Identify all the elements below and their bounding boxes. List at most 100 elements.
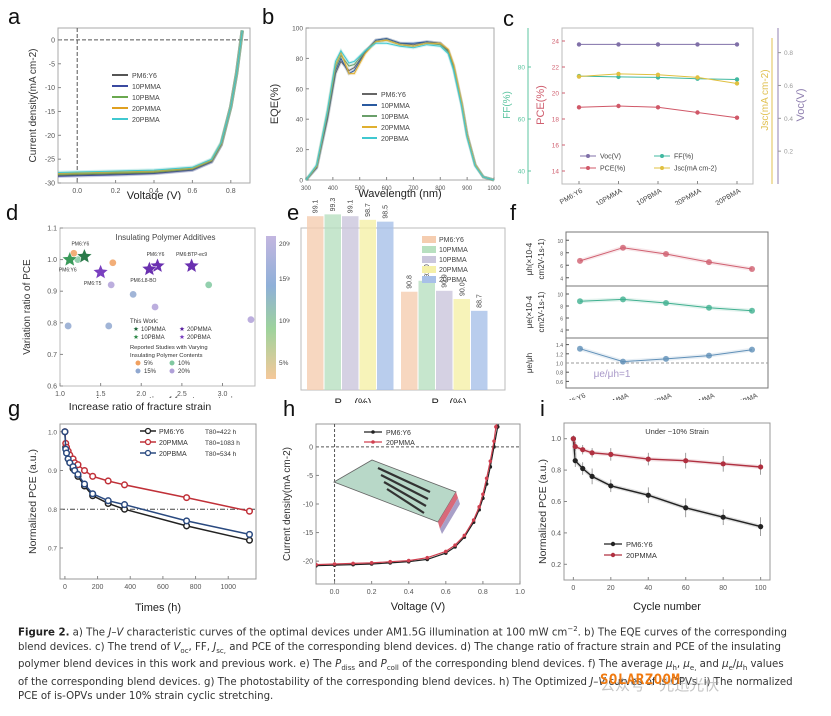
x-tick-label: 0.6 (441, 589, 451, 596)
bar-10PMMA (418, 280, 435, 390)
legend-marker (610, 541, 616, 547)
y-tick-label: 1.0 (48, 429, 57, 436)
y-tick-label: 0.7 (47, 352, 57, 359)
y-tick-label: 0.6 (551, 499, 561, 506)
bar-10PBMA (436, 290, 453, 390)
legend-label: PM6:Y6 (386, 430, 411, 437)
figure-number: Figure 2. (18, 627, 70, 639)
data-point (683, 505, 689, 511)
bar-PM6:Y6 (307, 216, 324, 390)
chart-title: Insulating Polymer Additives (115, 233, 215, 242)
data-point (484, 476, 489, 481)
panel-label-d: d (6, 200, 19, 225)
x-tick-label: 800 (435, 186, 446, 192)
voc-axis-label: Voc(V) (795, 88, 807, 121)
subplot-frame (565, 231, 769, 287)
y-tick-label: 8 (560, 251, 563, 257)
data-point (80, 466, 89, 475)
electrode-stripe (377, 467, 431, 493)
legend-star (132, 325, 140, 332)
caption-text: PCE of is-OPVs under 10% strain cyclic s… (18, 691, 274, 703)
point-annotation: PM6:L8-BO (130, 278, 156, 284)
y-tick-label: 0.2 (551, 562, 561, 569)
data-point (758, 524, 764, 530)
chart-c-device-trends: 40 60 80 FF(%) 14 16 18 20 22 24 PCE(%) Jsc(mA cm-2… (502, 27, 807, 205)
bar-PM6:Y6 (401, 291, 418, 390)
x-tick-label: 0 (571, 585, 575, 592)
device-layer-purple (440, 498, 460, 534)
legend-dot (169, 368, 175, 374)
data-point (655, 72, 661, 78)
x-axis-label: Wavelength (nm) (358, 188, 441, 200)
data-point (663, 355, 669, 362)
bar-20PBMA (377, 221, 394, 390)
legend-label: PM6:Y6 (439, 237, 464, 244)
caption-text: coll (386, 664, 399, 673)
data-point (481, 492, 485, 497)
x-tick-label: 40 (644, 585, 652, 592)
legend-marker (586, 154, 590, 158)
data-point (695, 110, 700, 115)
x-axis-label: Times (h) (135, 602, 181, 614)
y-axis-label: Variation ratio of PCE (22, 259, 33, 355)
data-point (245, 530, 254, 538)
data-point (749, 346, 755, 353)
series-glow (304, 41, 495, 182)
voc-tick-label: 0.8 (784, 50, 793, 57)
voc-tick-label: 0.6 (784, 83, 793, 90)
y-tick-label: 100 (292, 26, 303, 33)
data-point (425, 555, 430, 560)
y-tick-label: 1.2 (556, 352, 563, 358)
data-point (645, 456, 651, 462)
reported-study-point (107, 281, 115, 289)
series-glow (579, 245, 753, 271)
y-tick-label: -25 (45, 157, 55, 164)
data-point (734, 77, 740, 82)
data-point (477, 505, 481, 509)
point-annotation: PM6:Y6 (147, 252, 165, 258)
x-tick-label: 300 (301, 186, 312, 192)
caption-text: μ (666, 659, 673, 671)
this-work-star-20PBMA (92, 263, 109, 280)
caption-text: curves of is-OPVs. i) The normalized (605, 676, 793, 688)
plot-frame (305, 27, 495, 181)
x-tick-label: 700 (408, 186, 419, 192)
legend-label: 10% (178, 361, 191, 367)
caption-text: . b) The EQE curves of the corresponding (577, 627, 788, 639)
data-point (616, 103, 621, 109)
caption-text: e (728, 664, 733, 673)
caption-text: μ (683, 659, 690, 671)
caption-text: polymer blend devices in this work and p… (18, 659, 336, 671)
x-tick-label: 600 (382, 186, 393, 192)
chart-a-jv-curves: 0.0 0.2 0.4 0.6 0.8 0 -5 -10 -15 -20 -25 -30 PM6:Y6 1… (28, 27, 251, 200)
data-point (749, 266, 755, 272)
data-point (720, 461, 726, 467)
y-axis-label: μe/μh (525, 353, 534, 373)
y-tick-label: 1.0 (556, 362, 563, 368)
y-tick-label: -15 (45, 109, 55, 116)
data-point (183, 517, 191, 525)
data-point (89, 490, 97, 498)
y-tick-label: 0.6 (47, 384, 57, 391)
point-annotation: PM6:T5 (84, 281, 102, 287)
pce-axis-label: PCE(%) (535, 85, 547, 125)
x-tick-label: 2.5 (177, 391, 187, 398)
data-point (706, 304, 712, 311)
data-point (351, 561, 355, 566)
y-tick-label: 0.8 (556, 371, 563, 377)
device-illustration (333, 459, 460, 534)
point-annotation: PM6:BTP-ec9 (176, 252, 207, 258)
x-tick-label: 500 (355, 186, 366, 192)
legend-label: 20PMMA (439, 267, 468, 274)
data-point (734, 81, 740, 86)
pce-tick-label: 16 (552, 143, 560, 150)
legend-marker (586, 166, 590, 170)
panel-label-f: f (510, 200, 517, 225)
data-point (620, 358, 626, 365)
data-point (369, 561, 374, 565)
y-tick-label: 6 (560, 317, 563, 323)
bar-20PMMA (453, 299, 470, 390)
subplot-frame (565, 285, 769, 339)
x-tick-label: 3.0 (218, 391, 228, 398)
bar-value-label: 98.7 (365, 203, 372, 217)
